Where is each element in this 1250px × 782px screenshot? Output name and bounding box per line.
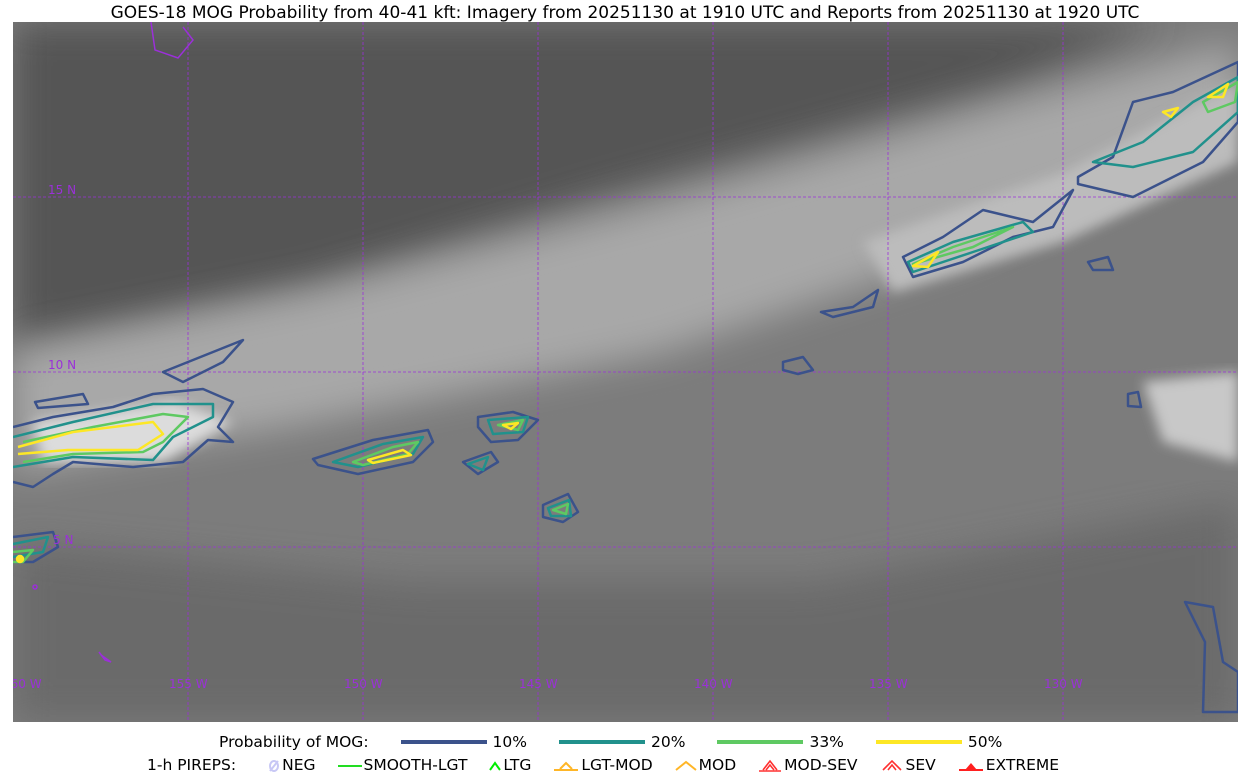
- lat-label: 15 N: [48, 183, 76, 197]
- legend-label: 33%: [809, 733, 844, 751]
- satellite-map: 160 W 155 W 150 W 145 W 140 W 135 W 130 …: [13, 22, 1238, 722]
- legend-label: SMOOTH-LGT: [363, 756, 468, 774]
- legend-label: 50%: [967, 733, 1003, 751]
- coastlines: [32, 22, 194, 663]
- lon-label: 130 W: [1044, 677, 1083, 691]
- swatch-33: [717, 740, 804, 744]
- lon-label: 145 W: [519, 677, 558, 691]
- legend-label: MOD: [698, 756, 737, 774]
- legend-label: SEV: [905, 756, 936, 774]
- swatch-10: [400, 740, 487, 744]
- legend-label: 20%: [651, 733, 686, 751]
- legend-label: NEG: [282, 756, 316, 774]
- swatch-20: [559, 740, 645, 744]
- smooth-lgt-icon: [337, 765, 362, 767]
- pireps-legend: 1-h PIREPS: NEG SMOOTH-LGT LTG LGT-MOD M…: [0, 756, 1250, 774]
- lon-label: 155 W: [169, 677, 208, 691]
- map-title: GOES-18 MOG Probability from 40-41 kft: …: [110, 3, 1140, 23]
- lon-label: 135 W: [869, 677, 908, 691]
- lgt-mod-icon: [554, 761, 579, 771]
- cloud-band: [13, 42, 1238, 472]
- grid-labels: 160 W 155 W 150 W 145 W 140 W 135 W 130 …: [13, 183, 1083, 691]
- dry-air-region: [13, 22, 1163, 342]
- probability-legend-label: Probability of MOG:: [219, 733, 369, 751]
- mod-icon: [675, 760, 697, 771]
- sev-icon: [881, 759, 902, 771]
- extreme-icon: [958, 763, 983, 771]
- legend-label: LGT-MOD: [581, 756, 653, 774]
- legend-label: EXTREME: [985, 756, 1060, 774]
- pireps-legend-label: 1-h PIREPS:: [147, 756, 237, 774]
- mod-sev-icon: [759, 759, 782, 772]
- lat-label: 10 N: [48, 358, 76, 372]
- legend-label: 10%: [492, 733, 527, 751]
- mog-contours: [13, 60, 1238, 714]
- legend-label: LTG: [503, 756, 532, 774]
- swatch-50: [875, 740, 962, 744]
- probability-legend: Probability of MOG: 10% 20% 33% 50%: [0, 733, 1250, 751]
- graticule: [13, 22, 1238, 722]
- lat-label: 5 N: [53, 533, 73, 547]
- lon-label: 160 W: [13, 677, 42, 691]
- legend-label: MOD-SEV: [784, 756, 858, 774]
- lon-label: 140 W: [694, 677, 733, 691]
- ltg-icon: [489, 761, 502, 771]
- neg-icon: [269, 760, 280, 772]
- lon-label: 150 W: [344, 677, 383, 691]
